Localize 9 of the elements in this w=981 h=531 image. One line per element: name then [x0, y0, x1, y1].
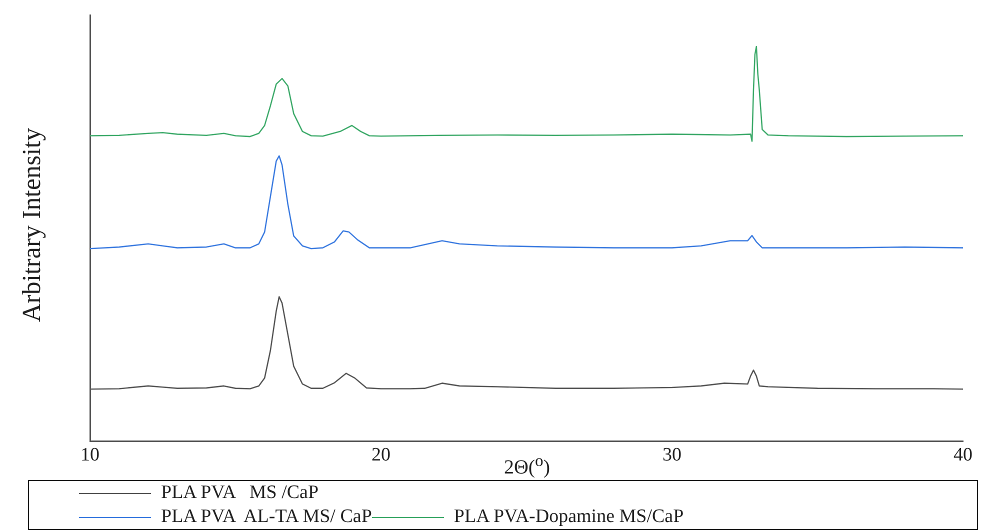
x-axis-title: 2Θ($^{o}$) — [504, 451, 550, 480]
x-tick-label: 10 — [80, 444, 100, 466]
x-tick-label: 30 — [662, 444, 682, 466]
x-tick-label: 20 — [372, 444, 390, 466]
y-axis-title: Arbitrary Intensity — [17, 128, 47, 322]
legend-label: PLA PVA-Dopamine MS/CaP — [454, 506, 684, 528]
legend-label: PLA PVA AL-TA MS/ CaP — [161, 506, 372, 528]
legend-label: PLA PVA MS /CaP — [161, 482, 319, 504]
x-tick-label: 40 — [954, 444, 972, 466]
